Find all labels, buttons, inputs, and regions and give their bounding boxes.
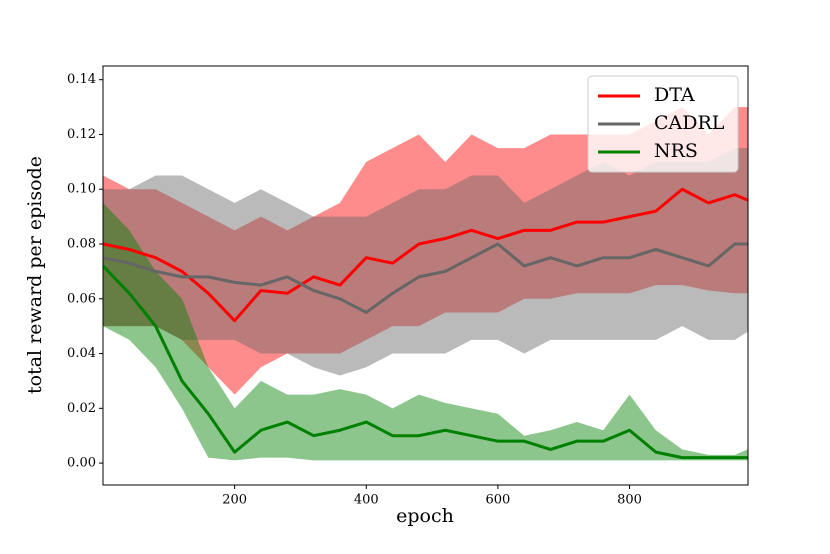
series-line <box>103 264 748 460</box>
series-line <box>103 187 748 323</box>
confidence-band <box>103 107 748 395</box>
x-tick-label: 600 <box>485 493 510 508</box>
series-line <box>103 242 748 314</box>
y-tick-label: 0.02 <box>67 401 96 416</box>
y-tick-label: 0.06 <box>67 291 96 306</box>
legend-box <box>587 75 739 173</box>
x-tick-label: 800 <box>617 493 642 508</box>
y-tick-label: 0.08 <box>67 237 96 252</box>
y-tick-label: 0.12 <box>67 127 96 142</box>
axes-frame <box>102 65 749 486</box>
confidence-band <box>103 202 748 461</box>
confidence-band <box>103 148 748 376</box>
y-tick-label: 0.04 <box>67 346 96 361</box>
legend-label: DTA <box>654 84 695 106</box>
y-tick-label: 0.00 <box>67 456 96 471</box>
x-tick-label: 200 <box>222 493 247 508</box>
y-tick-label: 0.14 <box>67 72 96 87</box>
x-tick-label: 400 <box>354 493 379 508</box>
legend-label: CADRL <box>654 112 725 134</box>
y-axis-label: total reward per episode <box>24 156 46 394</box>
legend: DTA CADRL NRS <box>587 75 739 173</box>
x-axis-label: epoch <box>396 505 454 527</box>
y-tick-label: 0.10 <box>67 182 96 197</box>
plot-area <box>103 107 748 461</box>
legend-label: NRS <box>654 140 698 162</box>
